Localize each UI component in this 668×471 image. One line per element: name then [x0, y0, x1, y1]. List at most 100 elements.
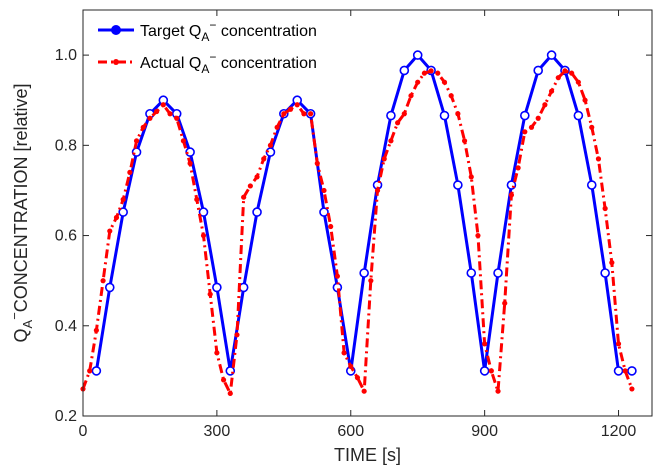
data-point	[207, 291, 213, 297]
data-point	[187, 160, 193, 166]
data-point	[160, 102, 166, 108]
data-point	[508, 192, 515, 198]
data-point	[613, 366, 624, 376]
legend-label-sup: −	[209, 50, 216, 64]
data-point	[361, 388, 367, 394]
data-point	[555, 75, 561, 81]
data-point	[154, 108, 160, 115]
data-point	[439, 110, 450, 121]
data-point	[622, 368, 628, 374]
series-line-2	[81, 69, 634, 395]
axes-layer	[82, 9, 653, 417]
data-point	[180, 138, 187, 144]
data-point	[107, 228, 113, 234]
data-point	[368, 278, 374, 284]
data-point	[468, 174, 474, 180]
data-point	[301, 111, 307, 117]
data-point	[573, 110, 584, 121]
x-tick-label: 600	[337, 423, 364, 440]
data-point	[100, 278, 106, 284]
series-layer	[80, 50, 637, 397]
legend-label-sup: −	[209, 18, 216, 32]
data-point	[334, 273, 340, 279]
data-point	[595, 156, 602, 162]
data-point	[194, 196, 200, 203]
data-point	[198, 207, 209, 217]
data-point	[388, 138, 394, 144]
y-tick-label: 0.2	[55, 408, 77, 425]
data-point	[548, 88, 555, 94]
data-point	[91, 366, 102, 376]
data-point	[200, 232, 207, 239]
y-label-prefix: Q	[11, 328, 31, 342]
legend-label-suffix: concentration	[216, 23, 317, 40]
data-point	[415, 79, 421, 85]
data-point	[267, 142, 274, 148]
data-point	[569, 70, 575, 76]
legend-label-suffix: concentration	[216, 55, 317, 72]
data-point	[582, 97, 588, 103]
tick-labels: 0 300 600 900 1200 0.2 0.4 0.6 0.8 1.0	[55, 47, 637, 440]
data-point	[546, 50, 557, 60]
data-point	[93, 327, 99, 333]
data-point	[482, 341, 488, 347]
data-point	[308, 111, 314, 117]
data-point	[479, 366, 490, 376]
data-point	[261, 156, 267, 162]
data-point	[542, 102, 548, 108]
data-point	[522, 129, 528, 135]
data-point	[448, 93, 454, 99]
data-point	[609, 260, 615, 266]
data-point	[475, 232, 481, 239]
y-tick-label: 0.8	[55, 137, 77, 154]
y-label-sup: −	[7, 312, 22, 320]
data-point	[234, 332, 240, 338]
data-point	[488, 368, 494, 374]
data-point	[127, 169, 133, 175]
data-point	[227, 390, 233, 397]
data-point	[493, 268, 503, 278]
y-label-rest: CONCENTRATION [relative]	[11, 84, 31, 313]
x-tick-label: 300	[204, 423, 231, 440]
data-point	[615, 341, 622, 347]
data-point	[274, 124, 280, 130]
data-point	[254, 174, 260, 180]
data-point	[241, 194, 247, 200]
data-point	[212, 282, 222, 293]
data-point	[374, 187, 381, 194]
y-tick-label: 0.6	[55, 228, 77, 245]
data-point	[287, 106, 294, 112]
legend-label-sub: A	[201, 30, 209, 44]
legend-label-2: Actual QA− concentration	[140, 50, 317, 76]
data-point	[386, 110, 396, 121]
data-point	[455, 111, 461, 117]
data-point	[131, 147, 142, 157]
data-point	[466, 268, 477, 278]
y-tick-label: 1.0	[55, 47, 77, 64]
data-point	[399, 65, 410, 76]
data-point	[502, 300, 508, 306]
data-point	[174, 115, 180, 121]
data-point	[412, 50, 423, 60]
data-point	[435, 70, 441, 76]
data-point	[321, 187, 327, 194]
data-point	[575, 79, 581, 85]
data-point	[133, 138, 140, 144]
data-point	[441, 79, 448, 85]
x-tick-label: 0	[79, 423, 88, 440]
legend-label-1: Target QA− concentration	[140, 18, 317, 44]
data-point	[167, 111, 173, 117]
x-tick-label: 900	[471, 423, 498, 440]
data-point	[586, 180, 597, 190]
data-point	[118, 207, 128, 217]
data-point	[104, 282, 115, 293]
data-point	[87, 368, 93, 374]
data-point	[354, 375, 361, 381]
data-point	[589, 124, 595, 130]
y-axis-label: QA−CONCENTRATION [relative]	[7, 84, 35, 343]
data-point	[265, 147, 276, 157]
data-point	[602, 205, 608, 212]
legend-label-sub: A	[201, 62, 209, 76]
data-point	[408, 93, 414, 99]
data-point	[528, 124, 535, 130]
